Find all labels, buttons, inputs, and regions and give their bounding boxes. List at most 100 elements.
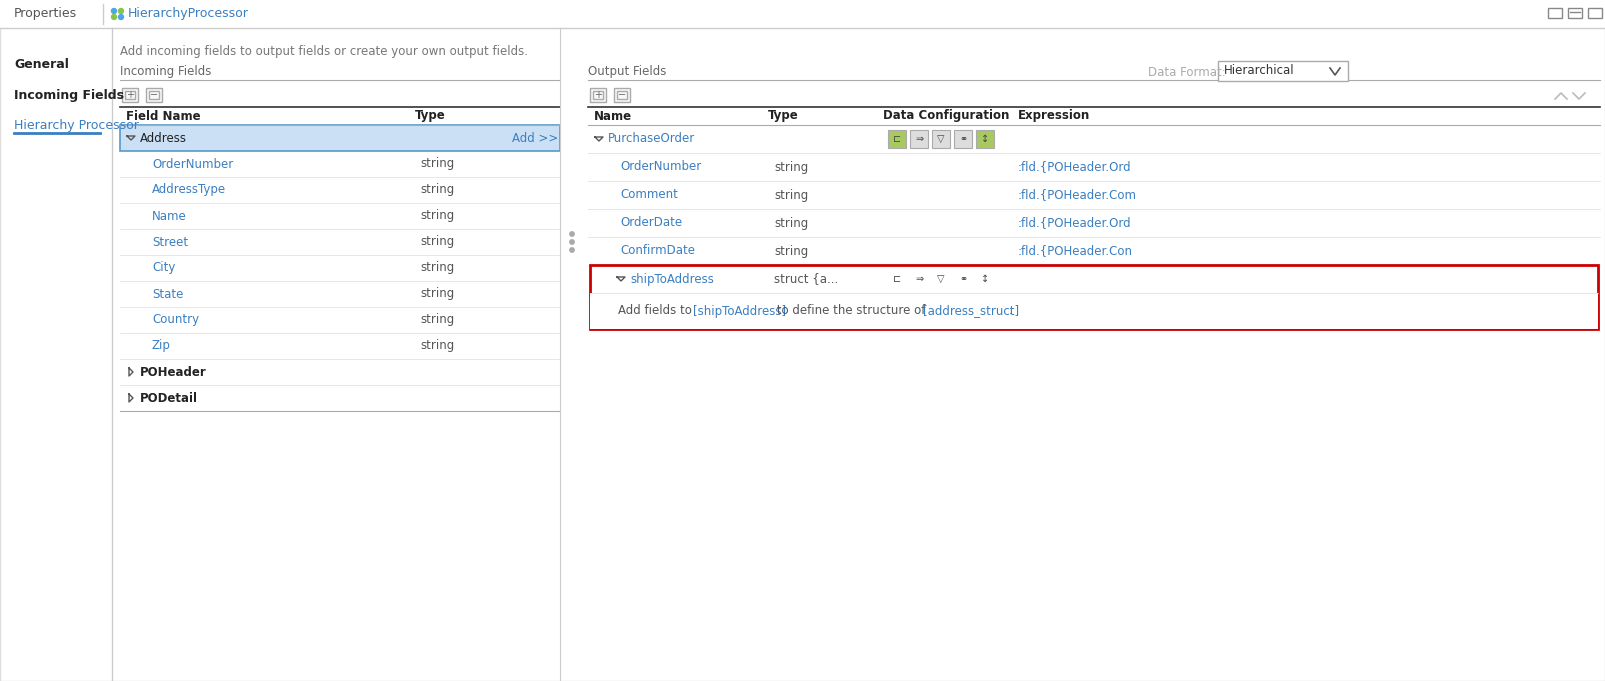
Text: :fld.{POHeader.Con: :fld.{POHeader.Con	[1018, 244, 1133, 257]
Text: Data Configuration: Data Configuration	[883, 110, 1010, 123]
Text: :fld.{POHeader.Ord: :fld.{POHeader.Ord	[1018, 161, 1132, 174]
Text: Name: Name	[152, 210, 186, 223]
Bar	[616, 91, 628, 99]
Bar	[591, 265, 1599, 329]
Bar	[125, 91, 135, 99]
Text: ▽: ▽	[937, 274, 945, 284]
Text: POHeader: POHeader	[140, 366, 207, 379]
Text: Add fields to: Add fields to	[618, 304, 695, 317]
Text: ConfirmDate: ConfirmDate	[620, 244, 695, 257]
Text: Comment: Comment	[620, 189, 677, 202]
Text: +: +	[127, 90, 133, 100]
Text: Incoming Fields: Incoming Fields	[14, 89, 124, 101]
Bar	[0, 0, 1605, 28]
Text: string: string	[421, 340, 454, 353]
Text: Incoming Fields: Incoming Fields	[120, 65, 212, 78]
Text: AddressType: AddressType	[152, 183, 226, 197]
Text: City: City	[152, 262, 175, 274]
Text: struct {a...: struct {a...	[774, 272, 838, 285]
Text: Add >>: Add >>	[512, 131, 559, 144]
Text: ⚭: ⚭	[958, 134, 968, 144]
Bar	[1568, 8, 1583, 18]
Text: Hierarchy Processor: Hierarchy Processor	[14, 118, 140, 131]
Text: ▽: ▽	[937, 134, 945, 144]
Bar	[591, 88, 607, 102]
Text: string: string	[421, 183, 454, 197]
Text: Type: Type	[416, 110, 446, 123]
Text: [address_struct]: [address_struct]	[923, 304, 1019, 317]
Circle shape	[570, 240, 575, 244]
Text: string: string	[421, 157, 454, 170]
Bar	[146, 88, 162, 102]
Text: Field Name: Field Name	[127, 110, 201, 123]
Text: Zip: Zip	[152, 340, 170, 353]
Bar	[953, 130, 973, 148]
Bar	[1587, 8, 1602, 18]
Text: string: string	[421, 262, 454, 274]
Text: string: string	[421, 313, 454, 326]
Text: ⇒: ⇒	[915, 274, 923, 284]
Text: −: −	[149, 90, 157, 100]
Bar	[1547, 8, 1562, 18]
Text: ⊏: ⊏	[892, 274, 900, 284]
Text: OrderDate: OrderDate	[620, 217, 682, 229]
Text: Expression: Expression	[1018, 110, 1090, 123]
Circle shape	[119, 8, 124, 14]
Bar	[615, 88, 631, 102]
Text: ⊏: ⊏	[892, 134, 900, 144]
Text: .: .	[1008, 304, 1013, 317]
Bar	[120, 125, 560, 151]
Text: ↕: ↕	[981, 134, 989, 144]
Circle shape	[111, 8, 117, 14]
Text: :fld.{POHeader.Com: :fld.{POHeader.Com	[1018, 189, 1136, 202]
Text: string: string	[421, 236, 454, 249]
Bar	[976, 270, 993, 288]
Text: PurchaseOrder: PurchaseOrder	[608, 133, 695, 146]
Text: HierarchyProcessor: HierarchyProcessor	[128, 7, 249, 20]
Bar	[1218, 61, 1348, 81]
Text: string: string	[774, 217, 809, 229]
Text: State: State	[152, 287, 183, 300]
Text: Country: Country	[152, 313, 199, 326]
Bar	[149, 91, 159, 99]
Bar	[933, 270, 950, 288]
Text: Properties: Properties	[14, 7, 77, 20]
Bar	[592, 91, 603, 99]
Text: string: string	[774, 244, 809, 257]
Text: ↕: ↕	[981, 274, 989, 284]
Text: string: string	[774, 161, 809, 174]
Bar	[888, 270, 905, 288]
Text: Type: Type	[769, 110, 799, 123]
Text: ⚭: ⚭	[958, 274, 968, 284]
Circle shape	[570, 232, 575, 236]
Bar	[591, 293, 1599, 329]
Text: Data Format:: Data Format:	[1148, 65, 1226, 78]
Text: Hierarchical: Hierarchical	[1225, 65, 1295, 78]
Text: string: string	[774, 189, 809, 202]
Text: OrderNumber: OrderNumber	[152, 157, 233, 170]
Text: +: +	[594, 90, 602, 100]
Circle shape	[570, 248, 575, 252]
Text: ⇒: ⇒	[915, 134, 923, 144]
Text: to define the structure of: to define the structure of	[774, 304, 929, 317]
Bar	[910, 270, 928, 288]
Text: Add incoming fields to output fields or create your own output fields.: Add incoming fields to output fields or …	[120, 46, 528, 59]
Text: PODetail: PODetail	[140, 392, 197, 405]
Text: Street: Street	[152, 236, 188, 249]
Bar	[976, 130, 993, 148]
Bar	[933, 130, 950, 148]
Text: [shipToAddress]: [shipToAddress]	[693, 304, 786, 317]
Text: :fld.{POHeader.Ord: :fld.{POHeader.Ord	[1018, 217, 1132, 229]
Bar	[122, 88, 138, 102]
Circle shape	[119, 14, 124, 20]
Text: OrderNumber: OrderNumber	[620, 161, 701, 174]
Text: shipToAddress: shipToAddress	[631, 272, 714, 285]
Text: string: string	[421, 287, 454, 300]
Text: Name: Name	[594, 110, 632, 123]
Text: Output Fields: Output Fields	[587, 65, 666, 78]
Circle shape	[111, 14, 117, 20]
Text: General: General	[14, 59, 69, 72]
Bar	[910, 130, 928, 148]
Bar	[953, 270, 973, 288]
Text: Address: Address	[140, 131, 188, 144]
